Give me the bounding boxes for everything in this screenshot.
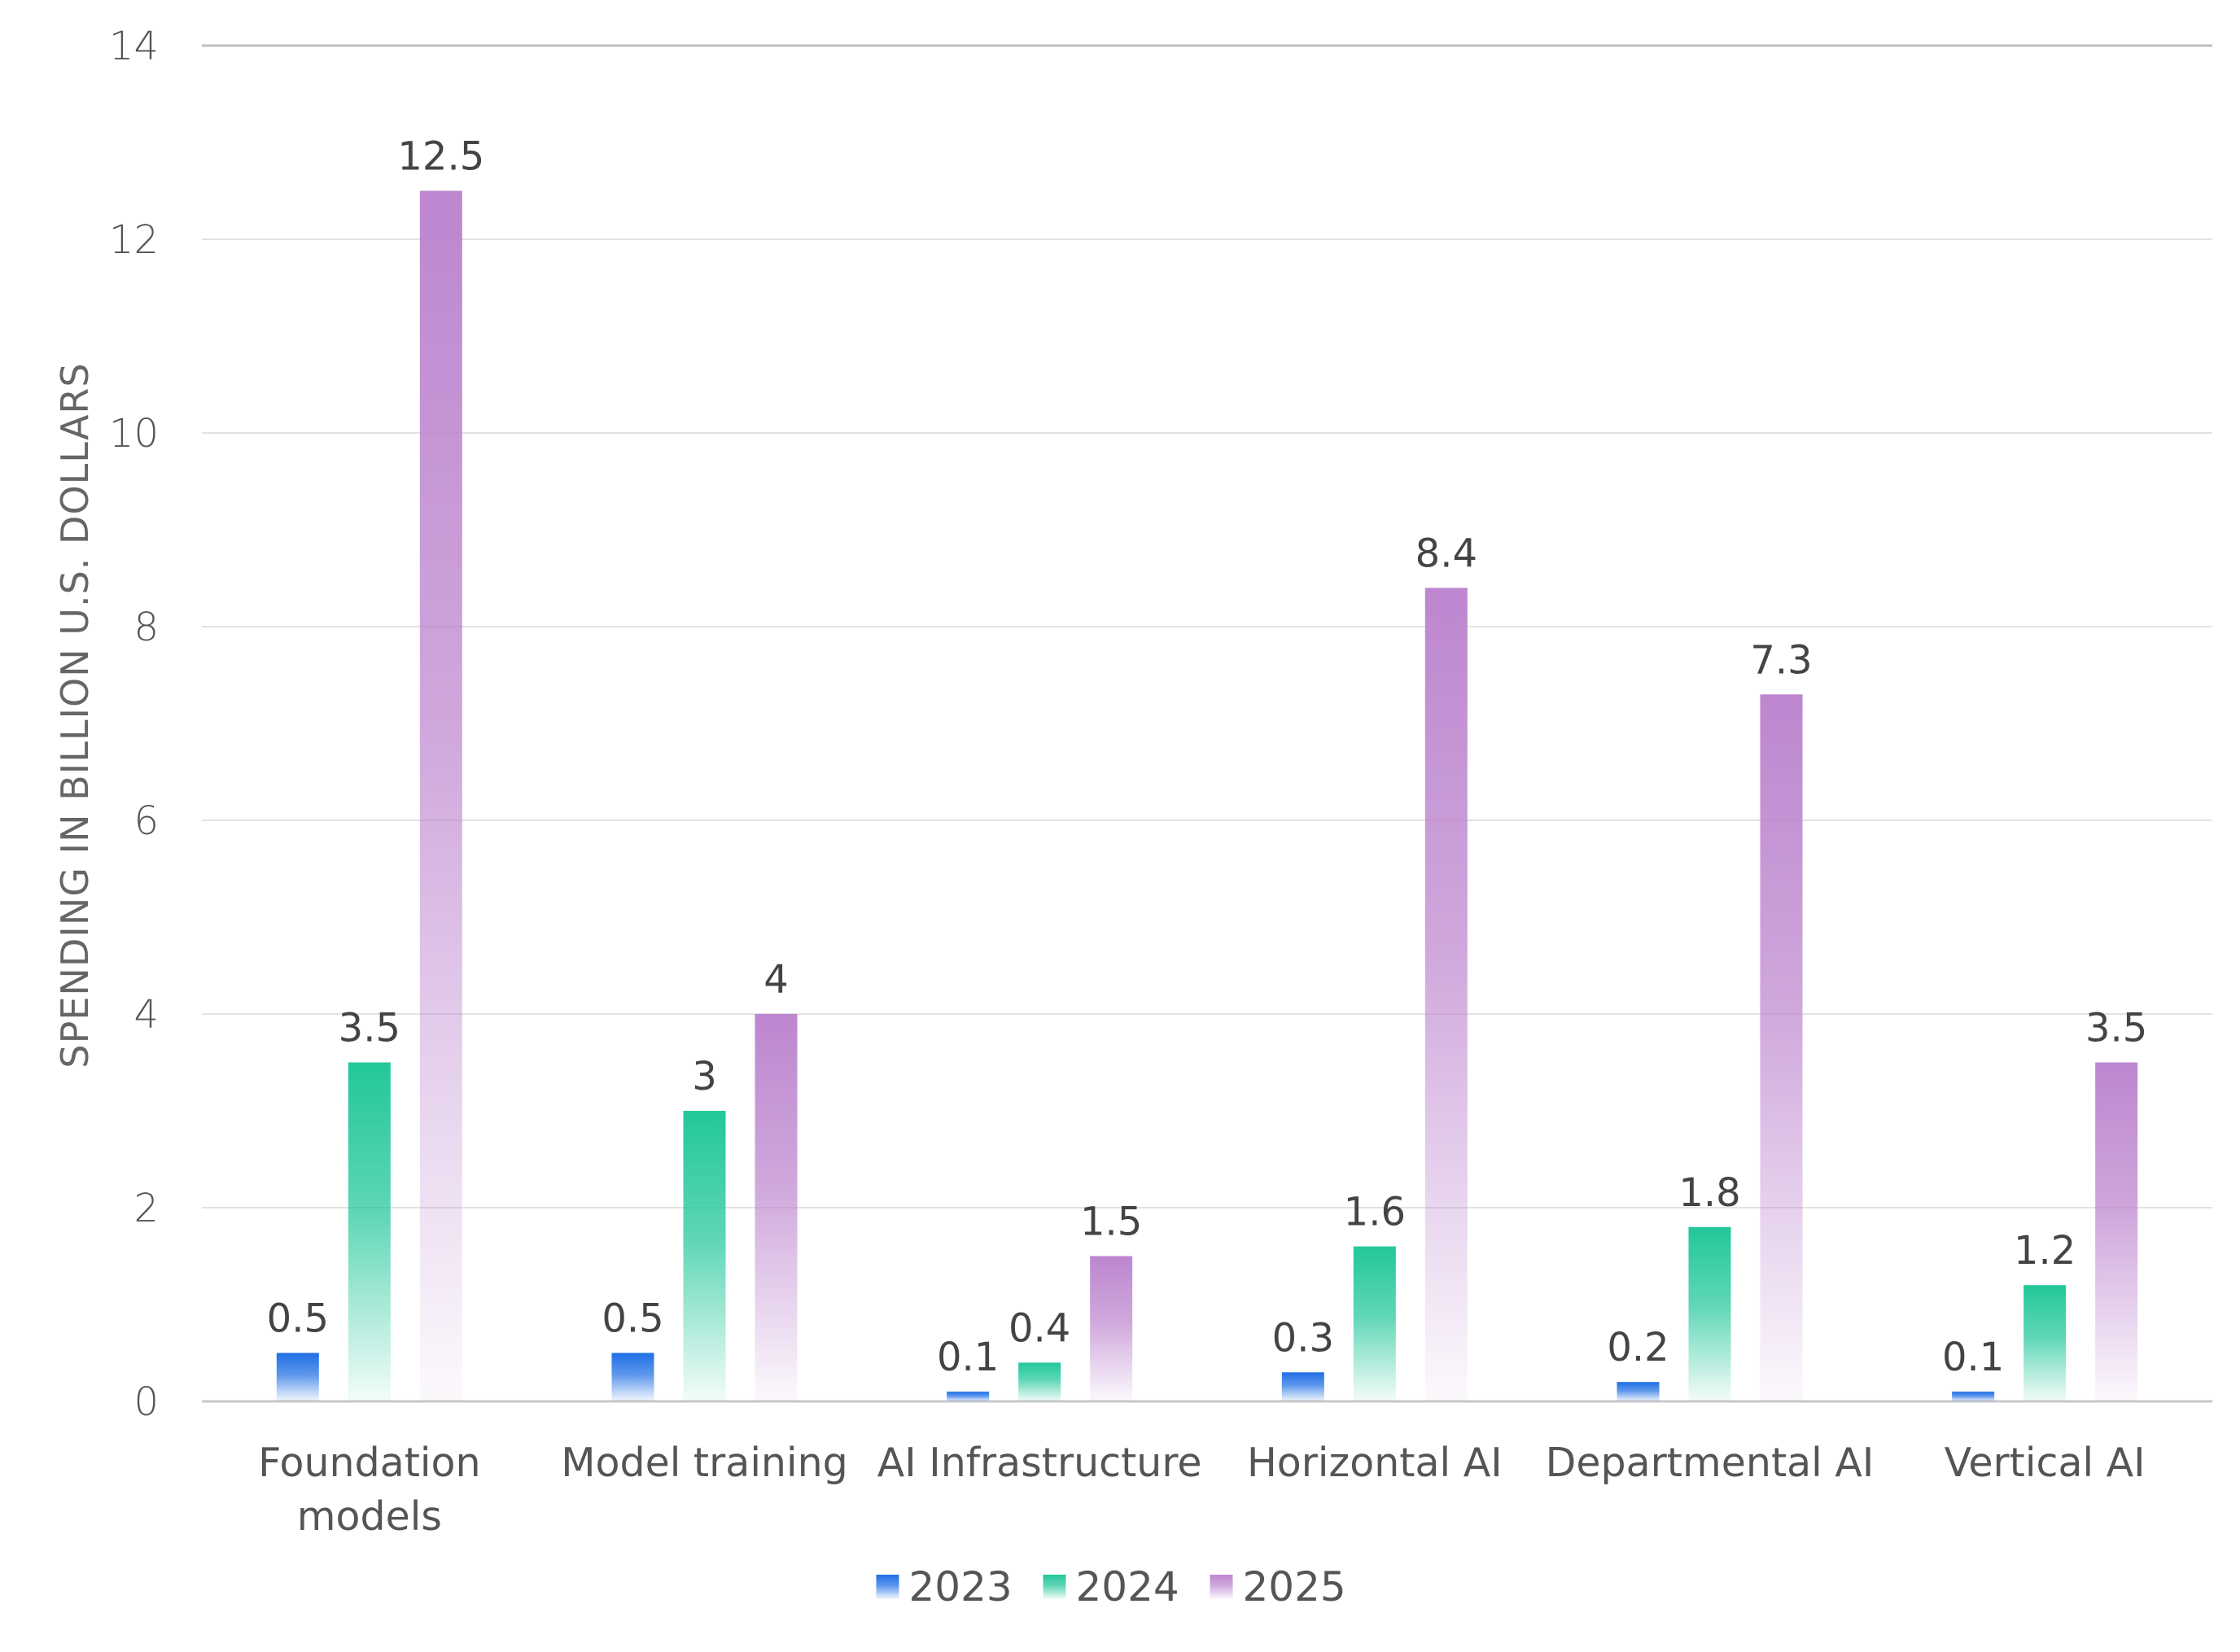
- gridlines: [202, 44, 2212, 1403]
- bar-2023-0: [276, 1353, 319, 1401]
- y-tick-label: 14: [109, 24, 159, 69]
- legend-swatch-2023: [876, 1575, 899, 1599]
- bar-2024-3: [1353, 1246, 1396, 1401]
- data-label-2024-0: 3.5: [339, 1006, 400, 1051]
- data-label-2023-0: 0.5: [267, 1296, 329, 1342]
- y-tick-label: 4: [133, 992, 159, 1038]
- legend-swatch-2025: [1210, 1575, 1233, 1599]
- data-label-2023-2: 0.1: [937, 1335, 999, 1380]
- bar-2024-1: [683, 1111, 726, 1401]
- legend-label-2023: 2023: [909, 1563, 1013, 1610]
- x-category-label: Foundation models: [258, 1440, 481, 1540]
- x-axis-categories: Foundation models Model training AI Infrast…: [258, 1440, 2146, 1540]
- data-label-2024-3: 1.6: [1344, 1190, 1406, 1235]
- bar-2023-4: [1617, 1382, 1660, 1401]
- bar-2025-0: [419, 190, 462, 1401]
- bar-2025-3: [1424, 588, 1468, 1401]
- y-tick-label: 6: [133, 798, 159, 844]
- y-tick-label: 10: [109, 411, 159, 457]
- bar-2025-4: [1760, 694, 1803, 1401]
- y-tick-label: 8: [133, 605, 159, 650]
- x-category-label: AI Infrastructure: [877, 1440, 1202, 1486]
- bar-2023-3: [1281, 1372, 1324, 1401]
- data-label-2024-1: 3: [692, 1054, 717, 1099]
- bar-2024-5: [2023, 1285, 2067, 1401]
- x-category-label: Model training: [561, 1440, 848, 1486]
- bar-2025-5: [2095, 1062, 2138, 1401]
- data-labels: 0.53.512.50.5340.10.41.50.31.68.40.21.87…: [267, 134, 2148, 1381]
- legend-swatch-2024: [1043, 1575, 1066, 1599]
- data-label-2024-2: 0.4: [1008, 1305, 1070, 1351]
- bar-2023-1: [611, 1353, 654, 1401]
- y-tick-label: 0: [133, 1379, 159, 1425]
- legend-label-2024: 2024: [1076, 1563, 1179, 1610]
- bar-2023-2: [947, 1392, 990, 1401]
- bar-2024-2: [1018, 1362, 1061, 1401]
- x-category-label: Vertical AI: [1945, 1440, 2146, 1486]
- data-label-2025-3: 8.4: [1415, 531, 1477, 576]
- data-label-2023-4: 0.2: [1607, 1325, 1669, 1370]
- legend: 2023 2024 2025: [876, 1563, 1346, 1610]
- data-label-2024-5: 1.2: [2014, 1228, 2076, 1274]
- data-label-2023-3: 0.3: [1272, 1315, 1334, 1361]
- bar-2024-4: [1688, 1226, 1731, 1401]
- bar-2025-1: [755, 1014, 798, 1401]
- bars: [276, 190, 2138, 1401]
- bar-2025-2: [1090, 1256, 1133, 1401]
- data-label-2025-1: 4: [763, 957, 789, 1003]
- y-axis-title: SPENDING IN BILLION U.S. DOLLARS: [53, 362, 97, 1068]
- x-category-label: Horizontal AI: [1247, 1440, 1503, 1486]
- data-label-2025-2: 1.5: [1080, 1200, 1142, 1245]
- data-label-2025-4: 7.3: [1750, 637, 1812, 683]
- bar-2023-5: [1952, 1392, 1995, 1401]
- x-category-label: Departmental AI: [1546, 1440, 1875, 1486]
- y-tick-label: 2: [133, 1186, 159, 1231]
- legend-label-2025: 2025: [1243, 1563, 1346, 1610]
- data-label-2023-5: 0.1: [1942, 1335, 2004, 1380]
- y-tick-label: 12: [109, 217, 159, 263]
- data-label-2024-4: 1.8: [1678, 1170, 1740, 1216]
- bar-2024-0: [348, 1062, 391, 1401]
- data-label-2025-5: 3.5: [2085, 1006, 2147, 1051]
- data-label-2023-1: 0.5: [602, 1296, 663, 1342]
- y-axis-ticks: 0 2 4 6 8 10 12 14: [109, 24, 159, 1425]
- data-label-2025-0: 12.5: [397, 134, 484, 180]
